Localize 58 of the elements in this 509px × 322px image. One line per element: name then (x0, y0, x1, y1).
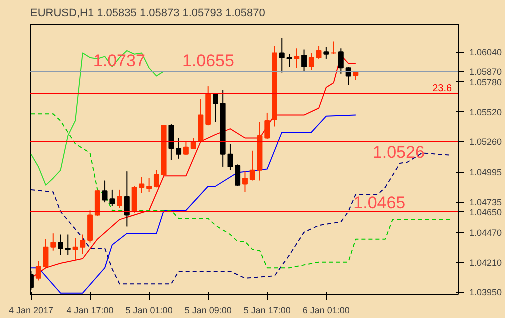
candlestick (338, 48, 344, 74)
annotation: 23.6 (432, 83, 453, 94)
x-tick-label: 5 Jan 17:00 (244, 306, 291, 316)
candlestick (58, 234, 64, 256)
line-series (30, 114, 356, 294)
candlestick (331, 41, 337, 55)
candlestick (146, 178, 152, 193)
y-tick-label: 1.04735 (470, 198, 502, 208)
candlestick (176, 138, 182, 160)
candlestick (36, 260, 42, 282)
candlestick (242, 171, 248, 193)
candlestick (316, 46, 322, 60)
x-tick-label: 4 Jan 2017 (8, 306, 54, 316)
candlestick (228, 143, 234, 171)
y-tick-label: 1.05780 (470, 77, 502, 88)
y-tick-label: 1.04470 (470, 228, 502, 238)
y-tick-label: 1.04650 (470, 207, 502, 218)
candlestick (117, 189, 123, 209)
line-series (30, 114, 452, 269)
y-tick-label: 1.04210 (470, 258, 502, 268)
candlestick (124, 171, 130, 228)
candlestick (250, 150, 256, 182)
x-tick-label: 5 Jan 09:00 (184, 306, 232, 316)
y-tick-label: 1.04995 (470, 168, 502, 178)
candlestick (346, 66, 352, 86)
y-tick-label: 1.03950 (470, 288, 502, 298)
y-tick-label: 1.05870 (470, 67, 502, 78)
x-tick-label: 5 Jan 01:00 (126, 306, 173, 316)
chart-title: EURUSD,H1 1.05835 1.05873 1.05793 1.05870 (30, 8, 266, 20)
x-tick-label: 4 Jan 17:00 (66, 306, 114, 316)
annotation: 1.0465 (354, 194, 406, 213)
candlestick (43, 238, 49, 269)
candlestick (139, 176, 145, 194)
candlestick (302, 49, 307, 72)
candlestick (80, 234, 86, 255)
candlestick (294, 48, 300, 69)
candlestick (168, 124, 174, 161)
candlestick (264, 112, 270, 140)
candlestick (279, 38, 285, 74)
y-tick-label: 1.05520 (470, 107, 502, 118)
candlestick (213, 92, 218, 123)
candlestick (65, 234, 71, 256)
candlestick (102, 180, 108, 204)
candlestick (308, 52, 314, 71)
y-tick-label: 1.05260 (470, 137, 502, 148)
candlestick (190, 138, 196, 150)
candlestick (183, 141, 189, 156)
y-tick-label: 1.06040 (470, 48, 502, 58)
candlestick (154, 170, 160, 188)
line-series (30, 50, 165, 186)
x-tick-label: 6 Jan 01:00 (302, 306, 350, 316)
annotation: 1.0655 (182, 51, 234, 70)
candlestick (235, 164, 241, 187)
candlestick (324, 46, 330, 60)
candlestick (110, 189, 116, 207)
candlestick (50, 233, 56, 252)
candlestick (286, 54, 292, 68)
annotation: 1.0526 (372, 143, 425, 162)
